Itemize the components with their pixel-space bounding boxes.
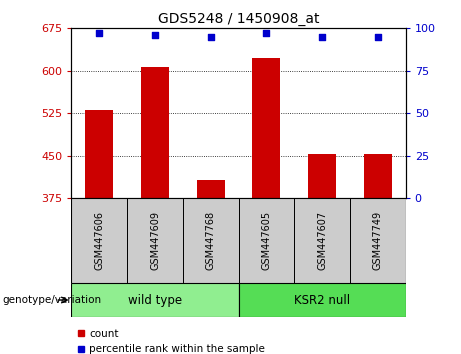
Bar (364, 154, 392, 198)
Point (207, 34, 214, 40)
Text: GSM447607: GSM447607 (317, 211, 327, 270)
Bar (127, 198, 183, 283)
Text: GSM447605: GSM447605 (261, 211, 272, 270)
Point (319, 34, 326, 40)
Bar (71, 283, 239, 317)
Point (151, 32, 159, 38)
Text: GSM447768: GSM447768 (206, 211, 216, 270)
Text: GSM447749: GSM447749 (373, 211, 383, 270)
Text: genotype/variation: genotype/variation (2, 295, 101, 305)
Bar (197, 179, 225, 198)
Bar (238, 198, 294, 283)
Bar (350, 198, 406, 283)
Text: GSM447606: GSM447606 (95, 211, 104, 270)
Bar (253, 58, 280, 198)
Bar (294, 198, 350, 283)
Title: GDS5248 / 1450908_at: GDS5248 / 1450908_at (158, 12, 319, 26)
Bar (238, 283, 406, 317)
Point (263, 30, 270, 36)
Text: KSR2 null: KSR2 null (294, 293, 350, 307)
Text: GSM447609: GSM447609 (150, 211, 160, 270)
Point (95, 30, 103, 36)
Legend: count, percentile rank within the sample: count, percentile rank within the sample (77, 329, 265, 354)
Bar (71, 198, 127, 283)
Bar (183, 198, 238, 283)
Bar (85, 110, 113, 198)
Bar (141, 67, 169, 198)
Text: wild type: wild type (128, 293, 182, 307)
Bar (308, 154, 336, 198)
Point (374, 34, 382, 40)
